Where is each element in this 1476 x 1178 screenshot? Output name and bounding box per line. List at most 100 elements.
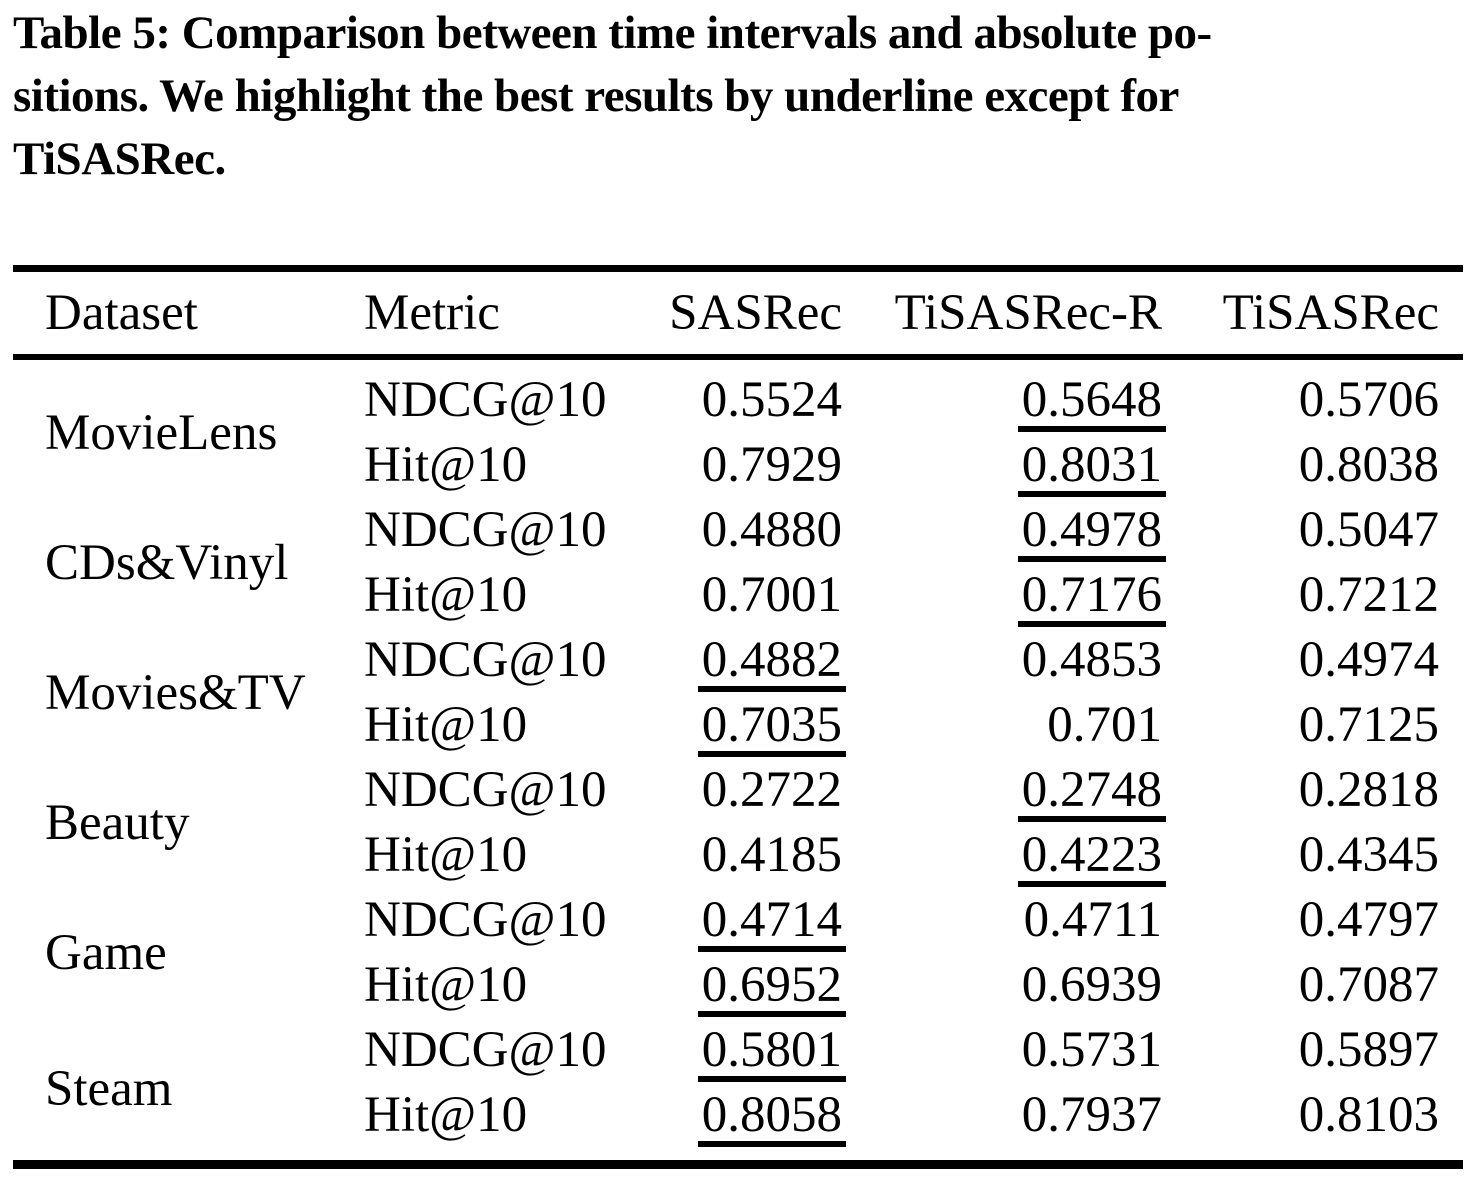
value: 0.5731 — [1021, 1022, 1162, 1078]
dataset-label: MovieLens — [45, 404, 278, 461]
column-header-sasrec: SASRec — [624, 268, 866, 360]
value-cell: 0.8038 — [1166, 433, 1463, 498]
column-header-tisasrec: TiSASRec — [1166, 268, 1463, 360]
table-row: CDs&Vinyl NDCG@10 0.4880 0.4978 0.5047 — [13, 498, 1463, 589]
best-value-underlined: 0.4978 — [1017, 502, 1167, 562]
value-cell: 0.7035 — [624, 693, 866, 758]
value-cell: 0.4223 — [866, 823, 1167, 888]
value: 0.2722 — [701, 762, 842, 818]
table-row: Movies&TV NDCG@10 0.4882 0.4853 0.4974 — [13, 628, 1463, 719]
table-row: Beauty NDCG@10 0.2722 0.2748 0.2818 — [13, 758, 1463, 849]
value: 0.4185 — [701, 827, 842, 883]
value-cell: 0.5706 — [1166, 357, 1463, 433]
value-cell: 0.2818 — [1166, 758, 1463, 823]
table-caption: Table 5: Comparison between time interva… — [13, 2, 1466, 191]
metric-label: NDCG@10 — [364, 502, 607, 558]
value: 0.7087 — [1298, 957, 1439, 1013]
value-cell: 0.4974 — [1166, 628, 1463, 693]
value-cell: 0.4714 — [624, 888, 866, 953]
value-cell: 0.4711 — [866, 888, 1166, 953]
best-value-underlined: 0.7035 — [697, 697, 847, 757]
value: 0.7929 — [701, 437, 842, 493]
value: 0.4711 — [1023, 892, 1162, 948]
value: 0.4853 — [1021, 632, 1162, 688]
best-value-underlined: 0.5801 — [697, 1022, 847, 1082]
best-value-underlined: 0.5648 — [1017, 372, 1167, 432]
table-row: Hit@10 0.4185 0.4223 0.4345 — [13, 823, 1463, 888]
value-cell: 0.7125 — [1166, 693, 1463, 758]
caption-line-2: sitions. We highlight the best results b… — [13, 70, 1179, 122]
results-table: Dataset Metric SASRec TiSASRec-R TiSASRe… — [13, 265, 1463, 1169]
best-value-underlined: 0.7176 — [1017, 567, 1167, 627]
table-row: Hit@10 0.7001 0.7176 0.7212 — [13, 563, 1463, 628]
value-cell: 0.701 — [866, 693, 1166, 758]
best-value-underlined: 0.2748 — [1017, 762, 1167, 822]
column-header-tisasrec-r: TiSASRec-R — [866, 268, 1166, 360]
metric-label: Hit@10 — [364, 567, 528, 623]
value-cell: 0.5897 — [1166, 1018, 1463, 1083]
caption-line-1: Table 5: Comparison between time interva… — [13, 7, 1212, 59]
column-header-dataset: Dataset — [13, 268, 364, 360]
value-cell: 0.4853 — [866, 628, 1166, 693]
value: 0.5524 — [701, 372, 842, 428]
value: 0.7212 — [1298, 567, 1439, 623]
value-cell: 0.2722 — [624, 758, 866, 823]
value-cell: 0.6939 — [866, 953, 1166, 1018]
best-value-underlined: 0.6952 — [697, 957, 847, 1017]
table-row: Steam NDCG@10 0.5801 0.5731 0.5897 — [13, 1018, 1463, 1114]
best-value-underlined: 0.4882 — [697, 632, 847, 692]
best-value-underlined: 0.4714 — [697, 892, 847, 952]
value-cell: 0.4882 — [624, 628, 866, 693]
table-row: Game NDCG@10 0.4714 0.4711 0.4797 — [13, 888, 1463, 979]
value: 0.8103 — [1298, 1087, 1439, 1143]
metric-label: Hit@10 — [364, 697, 528, 753]
table-row: MovieLens NDCG@10 0.5524 0.5648 0.5706 — [13, 357, 1463, 459]
value-cell: 0.4797 — [1166, 888, 1463, 953]
metric-label: Hit@10 — [364, 1087, 528, 1143]
best-value-underlined: 0.8058 — [697, 1087, 847, 1147]
value-cell: 0.7929 — [624, 433, 866, 498]
value-cell: 0.7001 — [624, 563, 866, 628]
value-cell: 0.7212 — [1166, 563, 1463, 628]
value-cell: 0.2748 — [866, 758, 1167, 823]
value: 0.701 — [1047, 697, 1162, 753]
value-cell: 0.5047 — [1166, 498, 1463, 563]
value: 0.6939 — [1021, 957, 1162, 1013]
value-cell: 0.5731 — [866, 1018, 1166, 1083]
metric-label: Hit@10 — [364, 437, 528, 493]
metric-label: NDCG@10 — [364, 372, 607, 428]
table-row: Hit@10 0.6952 0.6939 0.7087 — [13, 953, 1463, 1018]
metric-label: NDCG@10 — [364, 892, 607, 948]
value: 0.5047 — [1298, 502, 1439, 558]
best-value-underlined: 0.8031 — [1017, 437, 1167, 497]
results-table-head: Dataset Metric SASRec TiSASRec-R TiSASRe… — [13, 268, 1463, 360]
value-cell: 0.4880 — [624, 498, 866, 563]
value-cell: 0.7087 — [1166, 953, 1463, 1018]
value-cell: 0.8103 — [1166, 1083, 1463, 1165]
value: 0.7125 — [1298, 697, 1439, 753]
dataset-label: CDs&Vinyl — [45, 534, 289, 591]
value: 0.5897 — [1298, 1022, 1439, 1078]
header-row: Dataset Metric SASRec TiSASRec-R TiSASRe… — [13, 268, 1463, 360]
column-header-metric: Metric — [364, 268, 624, 360]
metric-label: Hit@10 — [364, 957, 528, 1013]
dataset-label: Beauty — [45, 794, 190, 851]
value-cell: 0.8031 — [866, 433, 1167, 498]
value-cell: 0.6952 — [624, 953, 866, 1018]
table-row: Hit@10 0.8058 0.7937 0.8103 — [13, 1083, 1463, 1165]
best-value-underlined: 0.4223 — [1017, 827, 1167, 887]
value: 0.4345 — [1298, 827, 1439, 883]
dataset-label: Game — [45, 924, 167, 981]
value: 0.4880 — [701, 502, 842, 558]
results-table-body: MovieLens NDCG@10 0.5524 0.5648 0.5706 Hit@10… — [13, 357, 1463, 1165]
value: 0.4797 — [1298, 892, 1439, 948]
value: 0.2818 — [1298, 762, 1439, 818]
value: 0.7001 — [701, 567, 842, 623]
value-cell: 0.5524 — [624, 357, 866, 433]
table-row: Hit@10 0.7929 0.8031 0.8038 — [13, 433, 1463, 498]
metric-label: NDCG@10 — [364, 762, 607, 818]
value: 0.7937 — [1021, 1087, 1162, 1143]
value: 0.5706 — [1298, 372, 1439, 428]
value-cell: 0.4978 — [866, 498, 1167, 563]
